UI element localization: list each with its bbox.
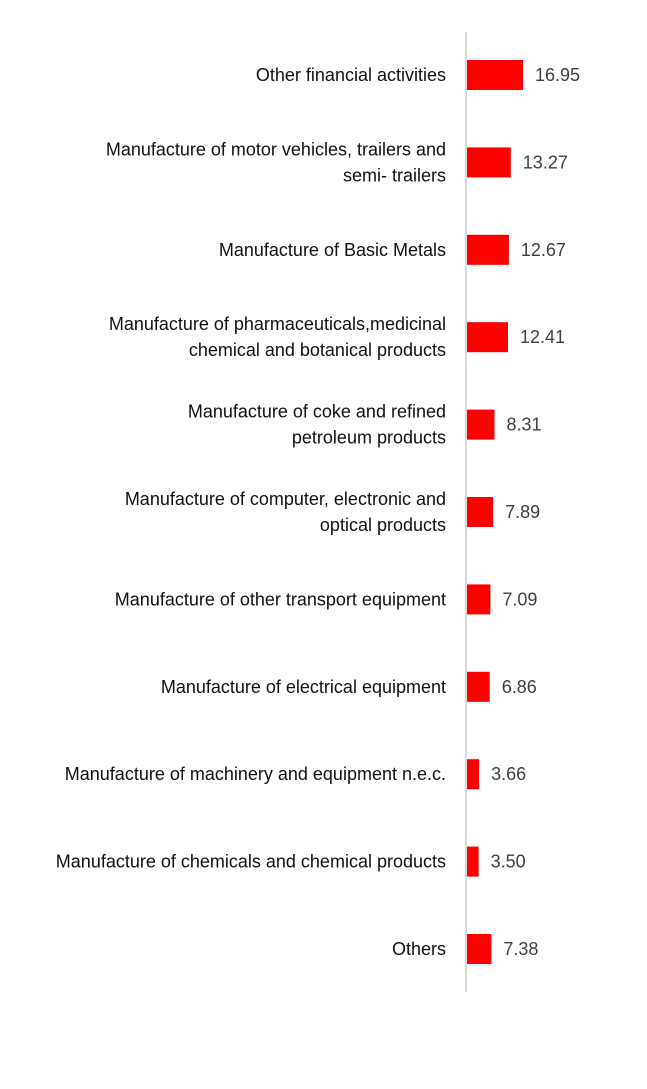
- data-label-0: 16.95: [535, 65, 580, 85]
- bar-7: [467, 671, 490, 702]
- category-label-0-line-0: Other financial activities: [256, 65, 446, 85]
- category-label-4-line-1: petroleum products: [292, 428, 446, 448]
- bar-3: [467, 322, 508, 353]
- category-label-5-line-1: optical products: [320, 515, 446, 535]
- category-label-1-line-1: semi- trailers: [343, 165, 446, 185]
- category-label-6-line-0: Manufacture of other transport equipment: [115, 589, 446, 609]
- data-label-6: 7.09: [502, 589, 537, 609]
- bar-10: [467, 934, 492, 964]
- bar-6: [467, 584, 491, 615]
- data-label-3: 12.41: [520, 327, 565, 347]
- category-label-2-line-0: Manufacture of Basic Metals: [219, 240, 446, 260]
- bars-layer: [467, 60, 523, 964]
- data-label-4: 8.31: [507, 415, 542, 435]
- category-label-10-line-0: Others: [392, 939, 446, 959]
- category-labels-layer: Other financial activities Manufacture of…: [56, 65, 446, 959]
- category-label-3-line-0: Manufacture of pharmaceuticals,medicinal: [109, 314, 446, 334]
- data-label-10: 7.38: [503, 939, 538, 959]
- data-label-5: 7.89: [505, 502, 540, 522]
- data-label-1: 13.27: [523, 152, 568, 172]
- bar-2: [467, 234, 509, 265]
- data-label-2: 12.67: [521, 240, 566, 260]
- value-labels-layer: 16.95 13.27 12.67 12.41 8.31 7.89 7.09 6.86 3.66…: [491, 65, 580, 959]
- category-label-4-line-0: Manufacture of coke and refined: [188, 402, 446, 422]
- category-label-9-line-0: Manufacture of chemicals and chemical pr…: [56, 852, 446, 872]
- bar-5: [467, 497, 494, 527]
- category-label-5-line-0: Manufacture of computer, electronic and: [125, 489, 446, 509]
- bar-4: [467, 409, 495, 440]
- data-label-9: 3.50: [491, 852, 526, 872]
- category-label-3-line-1: chemical and botanical products: [189, 340, 446, 360]
- category-label-1-line-0: Manufacture of motor vehicles, trailers …: [106, 139, 446, 159]
- data-label-8: 3.66: [491, 764, 526, 784]
- bar-8: [467, 759, 480, 790]
- data-label-7: 6.86: [502, 677, 537, 697]
- category-label-8-line-0: Manufacture of machinery and equipment n…: [65, 764, 446, 784]
- bar-0: [467, 60, 523, 90]
- bar-9: [467, 846, 479, 877]
- bar-1: [467, 147, 511, 178]
- category-label-7-line-0: Manufacture of electrical equipment: [161, 677, 446, 697]
